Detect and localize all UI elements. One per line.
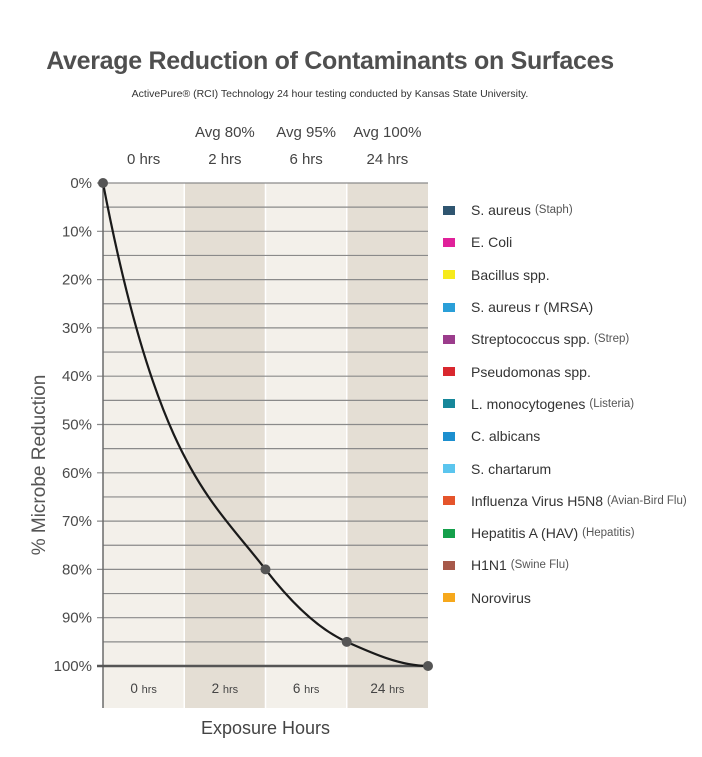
legend-label: E. Coli	[471, 234, 513, 251]
y-tick-label: 70%	[62, 513, 92, 530]
y-tick-label: 0%	[70, 175, 92, 192]
legend-item: S. aureus (Staph)	[443, 194, 687, 226]
legend-swatch	[443, 464, 455, 474]
y-tick-label: 10%	[62, 223, 92, 240]
column-header-time: 6 hrs	[289, 151, 323, 168]
y-tick-label: 20%	[62, 272, 92, 289]
legend-swatch	[443, 560, 455, 570]
legend-note: (Staph)	[534, 204, 573, 217]
legend-swatch	[443, 496, 455, 506]
legend-label: S. aureus	[471, 202, 531, 219]
legend-note: (Hepatitis)	[582, 527, 635, 540]
legend-swatch	[443, 334, 455, 344]
column-band	[103, 183, 185, 708]
x-tick-label: 6 hrs	[293, 681, 320, 696]
legend-swatch	[443, 302, 455, 312]
chart-title: Average Reduction of Contaminants on Sur…	[46, 47, 614, 75]
legend-swatch	[443, 367, 455, 377]
legend-label: C. albicans	[471, 428, 541, 445]
legend-swatch	[443, 528, 455, 538]
chart-subtitle: ActivePure® (RCI) Technology 24 hour tes…	[131, 88, 529, 100]
legend-item: E. Coli	[443, 226, 687, 258]
legend-label: Bacillus spp.	[471, 266, 550, 283]
legend-item: Pseudomonas spp.	[443, 355, 687, 387]
legend-label: Hepatitis A (HAV)	[471, 525, 579, 542]
legend-label: Influenza Virus H5N8	[471, 492, 604, 509]
column-header-time: 0 hrs	[126, 151, 161, 168]
legend-label: Streptococcus spp.	[471, 331, 591, 348]
legend-label: H1N1	[471, 557, 507, 574]
y-tick-label: 50%	[62, 417, 92, 434]
legend-note: (Avian-Bird Flu)	[607, 494, 687, 507]
legend-item: Norovirus	[443, 582, 687, 614]
legend-swatch	[443, 237, 455, 247]
x-tick-label: 24 hrs	[370, 681, 405, 696]
legend-item: L. monocytogenes (Listeria)	[443, 388, 687, 420]
legend-item: Hepatitis A (HAV) (Hepatitis)	[443, 517, 687, 549]
column-band	[346, 183, 428, 708]
column-header-time: 2 hrs	[208, 151, 242, 168]
legend: S. aureus (Staph) E. Coli Bacillus spp. S. a…	[443, 194, 687, 614]
x-axis-label: Exposure Hours	[200, 718, 331, 738]
column-header-average: Avg 95%	[276, 124, 336, 141]
legend-label: S. chartarum	[471, 460, 552, 477]
legend-label: Norovirus	[471, 589, 531, 606]
data-point	[341, 636, 352, 647]
y-tick-label: 100%	[54, 658, 92, 675]
legend-swatch	[443, 399, 455, 409]
y-tick-label: 80%	[62, 561, 92, 578]
legend-note: (Listeria)	[589, 397, 635, 410]
column-band	[184, 183, 266, 708]
legend-item: S. aureus r (MRSA)	[443, 291, 687, 323]
legend-note: (Strep)	[594, 333, 630, 346]
legend-item: S. chartarum	[443, 452, 687, 484]
data-point	[423, 661, 433, 671]
y-axis-label-text: % Microbe Reduction	[29, 374, 50, 556]
legend-swatch	[443, 593, 455, 603]
legend-note: (Swine Flu)	[510, 559, 569, 572]
legend-item: Streptococcus spp. (Strep)	[443, 323, 687, 355]
data-point	[260, 564, 271, 575]
legend-swatch	[443, 270, 455, 280]
x-tick-label: 2 hrs	[212, 681, 239, 696]
legend-swatch	[443, 205, 455, 215]
y-tick-label: 30%	[62, 320, 92, 337]
legend-item: C. albicans	[443, 420, 687, 452]
y-tick-label: 90%	[62, 610, 92, 627]
legend-item: Bacillus spp.	[443, 259, 687, 291]
y-tick-label: 40%	[62, 368, 92, 385]
legend-item: H1N1 (Swine Flu)	[443, 549, 687, 581]
legend-item: Influenza Virus H5N8 (Avian-Bird Flu)	[443, 485, 687, 517]
column-band	[265, 183, 347, 708]
column-header-time: 24 hrs	[366, 151, 409, 168]
legend-label: Pseudomonas spp.	[471, 363, 591, 380]
legend-label: S. aureus r (MRSA)	[471, 299, 594, 316]
data-point	[98, 178, 108, 188]
y-tick-label: 60%	[62, 465, 92, 482]
legend-label: L. monocytogenes	[471, 395, 586, 412]
column-header-average: Avg 80%	[194, 124, 255, 141]
legend-swatch	[443, 431, 455, 441]
x-tick-label: 0 hrs	[130, 681, 157, 696]
column-header-average: Avg 100%	[353, 124, 422, 141]
